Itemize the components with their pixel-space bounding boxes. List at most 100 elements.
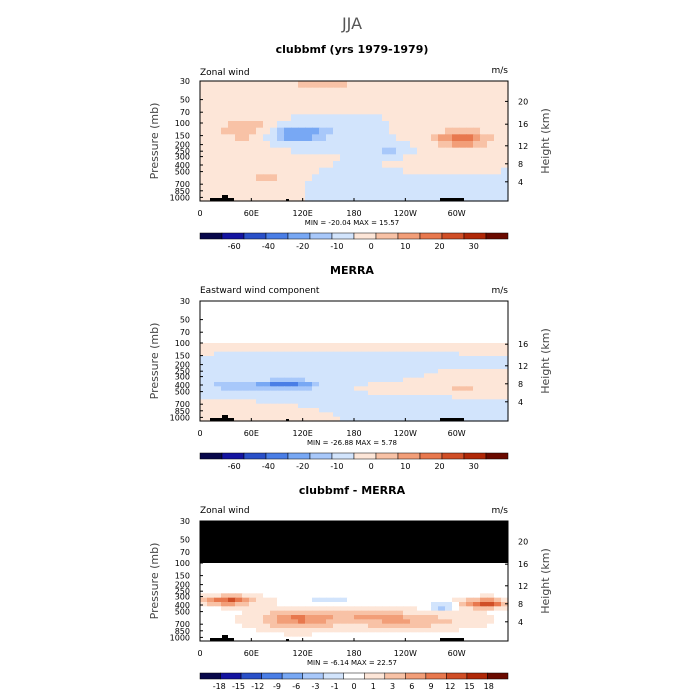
- field-cell: [445, 107, 453, 115]
- field-cell: [389, 606, 397, 612]
- field-cell: [333, 408, 341, 413]
- field-cell: [459, 584, 467, 590]
- field-cell: [389, 597, 397, 603]
- field-cell: [298, 632, 306, 638]
- field-cell: [375, 147, 383, 155]
- field-cell: [361, 597, 369, 603]
- field-cell: [277, 187, 285, 195]
- field-cell: [263, 377, 271, 383]
- field-cell: [410, 628, 418, 633]
- field-cell: [431, 403, 439, 409]
- field-cell: [200, 567, 208, 573]
- field-cell: [249, 356, 257, 361]
- field-cell: [361, 576, 369, 581]
- field-cell: [340, 373, 348, 379]
- field-cell: [431, 386, 439, 392]
- colorbar-swatch: [331, 452, 355, 460]
- field-cell: [410, 356, 418, 361]
- field-cell: [340, 399, 348, 405]
- field-cell: [382, 610, 390, 616]
- y-tick-label: 50: [180, 316, 190, 325]
- field-cell: [319, 114, 327, 122]
- field-cell: [298, 382, 306, 387]
- field-cell: [375, 107, 383, 115]
- field-cell: [284, 632, 292, 638]
- field-cell: [263, 571, 271, 577]
- field-cell: [298, 373, 306, 379]
- field-cell: [347, 567, 355, 573]
- field-cell: [417, 377, 425, 383]
- field-cell: [207, 386, 215, 392]
- field-cell: [417, 382, 425, 387]
- field-cell: [305, 356, 313, 361]
- field-cell: [214, 408, 222, 413]
- field-cell: [389, 364, 397, 370]
- field-cell: [431, 602, 439, 607]
- field-cell: [277, 408, 285, 413]
- field-cell: [256, 167, 264, 175]
- field-cell: [382, 373, 390, 379]
- field-cell: [417, 584, 425, 590]
- field-cell: [214, 373, 222, 379]
- field-cell: [214, 567, 222, 573]
- field-cell: [347, 187, 355, 195]
- field-cell: [361, 399, 369, 405]
- field-cell: [221, 563, 229, 568]
- field-cell: [347, 584, 355, 590]
- field-cell: [291, 174, 299, 182]
- field-cell: [382, 395, 390, 400]
- field-cell: [277, 628, 285, 633]
- field-cell: [347, 174, 355, 182]
- field-cell: [340, 403, 348, 409]
- field-cell: [263, 584, 271, 590]
- field-cell: [501, 194, 509, 202]
- field-cell: [473, 101, 481, 109]
- field-cell: [431, 606, 439, 612]
- field-cell: [291, 360, 299, 366]
- field-cell: [480, 619, 488, 625]
- field-cell: [277, 589, 285, 594]
- field-cell: [235, 181, 243, 189]
- field-cell: [200, 127, 208, 135]
- field-cell: [403, 94, 411, 102]
- field-cell: [403, 369, 411, 374]
- field-cell: [277, 94, 285, 102]
- field-cell: [375, 623, 383, 629]
- field-cell: [459, 343, 467, 348]
- field-cell: [403, 382, 411, 387]
- field-cell: [466, 576, 474, 581]
- field-cell: [501, 161, 509, 169]
- field-cell: [480, 161, 488, 169]
- field-cell: [417, 194, 425, 202]
- field-cell: [424, 347, 432, 353]
- y2-tick-label: 16: [518, 340, 528, 349]
- field-cell: [361, 187, 369, 195]
- field-cell: [494, 107, 502, 115]
- field-cell: [438, 141, 446, 149]
- field-cell: [389, 107, 397, 115]
- field-cell: [319, 386, 327, 392]
- field-cell: [431, 369, 439, 374]
- field-cell: [207, 628, 215, 633]
- field-cell: [235, 174, 243, 182]
- field-cell: [473, 181, 481, 189]
- field-cell: [494, 610, 502, 616]
- field-cell: [382, 377, 390, 383]
- colorbar: -18 -15 -12 -9 -6 -3 -1 0 1 3 6 9 12 15 18: [199, 672, 509, 691]
- field-cell: [389, 571, 397, 577]
- field-cell: [375, 141, 383, 149]
- field-cell: [340, 94, 348, 102]
- field-cell: [438, 147, 446, 155]
- field-cell: [445, 81, 453, 89]
- field-cell: [228, 154, 236, 162]
- field-cell: [207, 580, 215, 586]
- field-cell: [417, 134, 425, 142]
- field-cell: [298, 161, 306, 169]
- field-cell: [459, 364, 467, 370]
- field-cell: [312, 174, 320, 182]
- field-cell: [354, 81, 362, 89]
- field-cell: [438, 623, 446, 629]
- field-cell: [305, 580, 313, 586]
- field-cell: [389, 369, 397, 374]
- field-cell: [403, 343, 411, 348]
